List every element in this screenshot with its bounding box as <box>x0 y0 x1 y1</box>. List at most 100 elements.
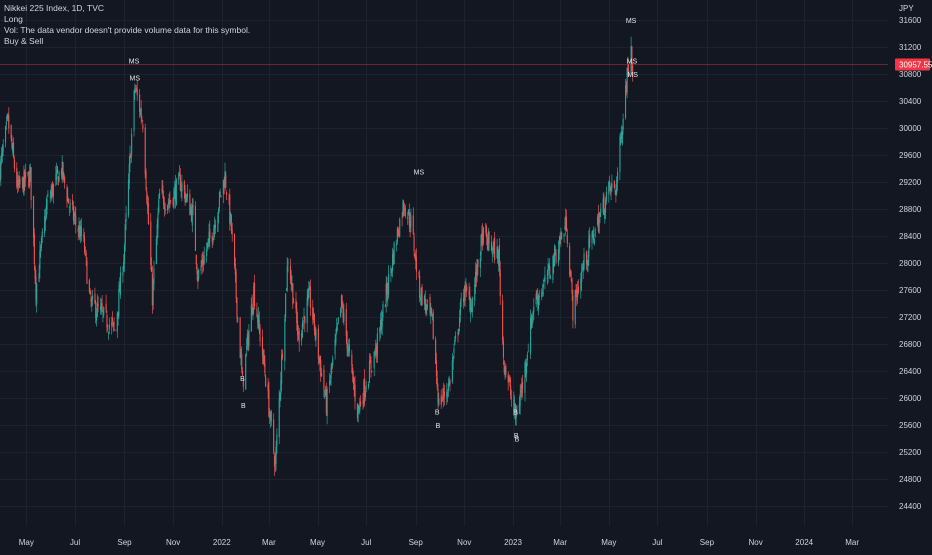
candle-body <box>235 272 237 298</box>
candle-body <box>492 245 494 250</box>
candle-body <box>197 277 199 282</box>
candle-body <box>168 202 170 204</box>
candle-up <box>521 377 523 401</box>
candle-up <box>108 331 110 340</box>
candle-up <box>604 208 606 224</box>
candle-body <box>261 337 263 356</box>
candle-body <box>291 283 293 286</box>
candle-body <box>475 271 477 280</box>
candle-down <box>163 196 165 217</box>
candle-body <box>290 276 292 284</box>
candle-down <box>536 289 538 300</box>
candle-down <box>369 353 371 363</box>
candle-up <box>41 228 43 244</box>
candle-body <box>502 300 504 341</box>
candle-body <box>470 303 472 315</box>
candle-body <box>386 282 388 294</box>
candle-body <box>404 207 406 216</box>
candle-down <box>392 249 394 266</box>
candle-down <box>97 296 99 313</box>
legend-symbol[interactable]: Nikkei 225 Index, 1D, TVC <box>4 3 104 13</box>
candle-up <box>541 288 543 301</box>
candle-body <box>214 224 216 229</box>
candle-up <box>330 363 332 386</box>
candle-body <box>68 207 70 208</box>
legend-volume-note[interactable]: Vol: The data vendor doesn't provide vol… <box>4 25 251 35</box>
candle-up <box>252 306 254 321</box>
candle-up <box>407 211 409 225</box>
candle-down <box>498 238 500 277</box>
candle-up <box>52 183 54 204</box>
candle-down <box>342 301 344 323</box>
candle-body <box>198 270 200 279</box>
candle-body <box>535 294 537 304</box>
candle-body <box>430 309 432 315</box>
candle-body <box>75 216 77 225</box>
candle-down <box>169 191 171 208</box>
candle-body <box>133 91 135 132</box>
candle-body <box>459 317 461 327</box>
candle-up <box>492 241 494 257</box>
candle-body <box>7 114 9 119</box>
candle-body <box>298 331 300 343</box>
price-tick-label: 27200 <box>899 313 922 322</box>
candle-body <box>241 354 243 370</box>
candle-down <box>30 167 32 209</box>
candle-down <box>68 198 70 204</box>
candle-down <box>202 251 204 274</box>
candle-up <box>546 269 548 285</box>
candle-body <box>267 384 269 391</box>
candle-down <box>24 169 26 191</box>
legend-strategy-long[interactable]: Long <box>4 14 23 24</box>
candle-body <box>62 162 64 179</box>
candle-body <box>554 249 556 255</box>
candle-body <box>27 172 29 175</box>
candle-body <box>538 295 540 309</box>
candle-down <box>572 289 574 329</box>
candle-body <box>580 278 582 290</box>
candle-body <box>502 341 504 358</box>
candle-body <box>620 136 622 139</box>
candle-body <box>574 289 576 325</box>
candle-up <box>602 192 604 215</box>
candle-down <box>225 171 227 191</box>
candle-body <box>420 287 422 299</box>
candle-down <box>348 338 350 357</box>
candle-up <box>387 282 389 307</box>
candle-up <box>61 155 63 184</box>
candle-down <box>229 188 231 231</box>
candle-body <box>356 404 358 419</box>
candle-body <box>577 286 579 293</box>
candle-down <box>502 336 504 365</box>
candle-up <box>335 328 337 346</box>
candle-down <box>163 190 165 209</box>
candle-body <box>591 232 593 244</box>
candle-down <box>513 391 515 416</box>
legend-buy-sell[interactable]: Buy & Sell <box>4 36 44 46</box>
candle-body <box>106 314 108 328</box>
candle-body <box>44 216 46 234</box>
candle-up <box>393 241 395 265</box>
candle-up <box>465 277 467 293</box>
candle-body <box>628 70 630 73</box>
candle-body <box>10 125 12 139</box>
candle-body <box>209 229 211 239</box>
candle-body <box>418 273 420 274</box>
candle-up <box>519 384 521 415</box>
candle-up <box>47 190 49 197</box>
candle-body <box>180 188 182 192</box>
candle-up <box>124 219 126 252</box>
candle-down <box>613 180 615 190</box>
candle-down <box>514 403 516 426</box>
candle-body <box>357 404 359 415</box>
candle-body <box>212 238 214 243</box>
candle-body <box>79 228 81 240</box>
candle-body <box>33 233 35 264</box>
candle-up <box>594 227 596 239</box>
candle-body <box>134 88 136 93</box>
candle-up <box>379 326 381 342</box>
candle-body <box>503 360 505 373</box>
candle-body <box>161 189 163 192</box>
